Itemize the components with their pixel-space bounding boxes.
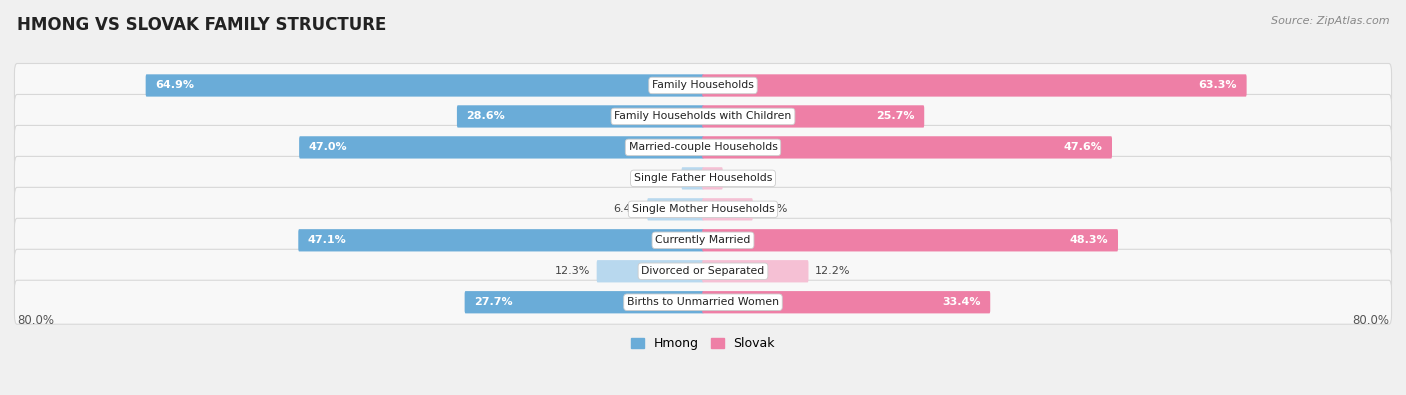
Text: Married-couple Households: Married-couple Households	[628, 143, 778, 152]
Text: 47.6%: 47.6%	[1064, 143, 1102, 152]
FancyBboxPatch shape	[14, 156, 1392, 200]
FancyBboxPatch shape	[299, 136, 704, 158]
FancyBboxPatch shape	[596, 260, 704, 282]
Text: 27.7%: 27.7%	[474, 297, 513, 307]
FancyBboxPatch shape	[14, 249, 1392, 293]
FancyBboxPatch shape	[298, 229, 704, 252]
FancyBboxPatch shape	[702, 136, 1112, 158]
Text: HMONG VS SLOVAK FAMILY STRUCTURE: HMONG VS SLOVAK FAMILY STRUCTURE	[17, 16, 387, 34]
FancyBboxPatch shape	[14, 94, 1392, 138]
Text: 12.3%: 12.3%	[555, 266, 591, 276]
FancyBboxPatch shape	[464, 291, 704, 313]
FancyBboxPatch shape	[702, 74, 1247, 97]
FancyBboxPatch shape	[457, 105, 704, 128]
FancyBboxPatch shape	[702, 260, 808, 282]
FancyBboxPatch shape	[14, 126, 1392, 169]
FancyBboxPatch shape	[702, 198, 752, 220]
Text: 6.4%: 6.4%	[613, 204, 641, 214]
Text: Family Households with Children: Family Households with Children	[614, 111, 792, 121]
Text: 25.7%: 25.7%	[876, 111, 915, 121]
FancyBboxPatch shape	[702, 105, 924, 128]
Text: 2.2%: 2.2%	[728, 173, 758, 183]
Text: 12.2%: 12.2%	[814, 266, 851, 276]
Text: Single Father Households: Single Father Households	[634, 173, 772, 183]
FancyBboxPatch shape	[14, 64, 1392, 107]
Text: 48.3%: 48.3%	[1070, 235, 1108, 245]
Text: 5.7%: 5.7%	[759, 204, 787, 214]
Text: 64.9%: 64.9%	[155, 81, 194, 90]
FancyBboxPatch shape	[146, 74, 704, 97]
Text: Divorced or Separated: Divorced or Separated	[641, 266, 765, 276]
FancyBboxPatch shape	[682, 167, 704, 190]
FancyBboxPatch shape	[14, 218, 1392, 262]
Text: 47.1%: 47.1%	[308, 235, 346, 245]
Text: 80.0%: 80.0%	[17, 314, 53, 327]
Legend: Hmong, Slovak: Hmong, Slovak	[626, 332, 780, 356]
Text: 63.3%: 63.3%	[1199, 81, 1237, 90]
Text: 2.4%: 2.4%	[647, 173, 675, 183]
FancyBboxPatch shape	[702, 229, 1118, 252]
FancyBboxPatch shape	[647, 198, 704, 220]
Text: Single Mother Households: Single Mother Households	[631, 204, 775, 214]
FancyBboxPatch shape	[702, 167, 723, 190]
Text: 80.0%: 80.0%	[1353, 314, 1389, 327]
Text: Currently Married: Currently Married	[655, 235, 751, 245]
Text: Births to Unmarried Women: Births to Unmarried Women	[627, 297, 779, 307]
FancyBboxPatch shape	[702, 291, 990, 313]
Text: 33.4%: 33.4%	[942, 297, 981, 307]
Text: 28.6%: 28.6%	[467, 111, 505, 121]
FancyBboxPatch shape	[14, 280, 1392, 324]
Text: Family Households: Family Households	[652, 81, 754, 90]
Text: Source: ZipAtlas.com: Source: ZipAtlas.com	[1271, 16, 1389, 26]
FancyBboxPatch shape	[14, 187, 1392, 231]
Text: 47.0%: 47.0%	[308, 143, 347, 152]
